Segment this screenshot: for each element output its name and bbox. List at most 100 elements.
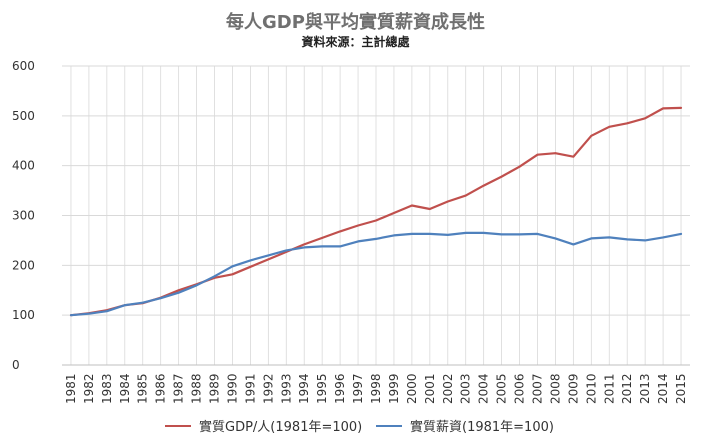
x-tick-label: 2003 [459, 373, 473, 404]
x-tick-label: 2004 [477, 373, 491, 404]
x-tick-label: 2000 [405, 373, 419, 404]
legend: 實質GDP/人(1981年=100) 實質薪資(1981年=100) [0, 416, 711, 436]
data-point-series-0 [428, 208, 431, 210]
data-point-series-0 [554, 152, 557, 155]
x-tick-label: 2015 [674, 373, 688, 404]
data-point-series-1 [195, 284, 198, 287]
y-tick-label: 300 [12, 209, 35, 223]
data-point-series-1 [123, 304, 126, 307]
y-tick-label: 400 [12, 159, 35, 173]
data-point-series-0 [662, 107, 664, 110]
x-tick-label: 1999 [387, 373, 401, 404]
data-point-series-1 [536, 233, 539, 235]
data-point-series-1 [231, 265, 234, 268]
data-point-series-1 [428, 233, 431, 235]
data-point-series-0 [231, 273, 234, 276]
data-point-series-1 [375, 238, 377, 240]
data-point-series-1 [446, 234, 449, 236]
data-point-series-1 [590, 237, 593, 240]
y-tick-label: 600 [12, 59, 35, 73]
x-tick-label: 1997 [351, 373, 365, 404]
y-tick-label: 500 [12, 109, 35, 123]
chart-title: 每人GDP與平均實質薪資成長性 [226, 12, 485, 33]
data-point-series-0 [321, 237, 324, 239]
data-point-series-1 [410, 233, 413, 235]
data-point-series-1 [644, 239, 647, 242]
data-point-series-1 [680, 233, 682, 235]
legend-label-wage: 實質薪資(1981年=100) [410, 420, 554, 435]
data-point-series-0 [626, 122, 629, 125]
x-tick-label: 1988 [190, 373, 204, 404]
x-tick-label: 2014 [656, 373, 670, 404]
x-tick-label: 1981 [64, 373, 78, 404]
data-point-series-0 [303, 243, 306, 246]
data-point-series-1 [554, 237, 557, 240]
x-tick-label: 1993 [279, 373, 293, 404]
data-point-series-1 [88, 312, 90, 315]
data-point-series-0 [518, 165, 521, 168]
data-point-series-1 [70, 314, 72, 317]
x-tick-label: 1996 [333, 373, 347, 404]
data-point-series-1 [662, 236, 664, 239]
data-point-series-0 [393, 212, 395, 214]
x-tick-label: 1987 [172, 373, 186, 404]
data-point-series-0 [339, 230, 342, 233]
data-point-series-0 [536, 153, 539, 156]
data-point-series-1 [464, 232, 467, 234]
data-point-series-1 [518, 233, 521, 236]
x-tick-label: 1992 [261, 373, 275, 404]
data-point-series-1 [303, 246, 306, 249]
x-tick-label: 2010 [584, 373, 598, 404]
x-tick-label: 1982 [82, 373, 96, 404]
x-tick-label: 1991 [243, 373, 257, 404]
y-tick-label: 0 [12, 358, 20, 372]
data-point-series-1 [321, 245, 324, 248]
data-point-series-1 [177, 291, 180, 294]
x-tick-label: 2008 [548, 373, 562, 404]
data-point-series-0 [500, 175, 503, 178]
x-tick-label: 2002 [441, 373, 455, 404]
data-point-series-1 [572, 243, 575, 246]
data-point-series-1 [339, 245, 342, 248]
x-tick-label: 2011 [602, 373, 616, 404]
x-tick-label: 1983 [100, 373, 114, 404]
x-tick-label: 2006 [513, 373, 527, 404]
data-point-series-0 [464, 194, 467, 197]
data-point-series-0 [446, 200, 449, 203]
data-point-series-0 [375, 219, 377, 222]
x-tick-label: 2009 [566, 373, 580, 404]
x-tick-label: 2012 [620, 373, 634, 404]
data-point-series-1 [213, 275, 216, 278]
x-tick-label: 2013 [638, 373, 652, 404]
x-tick-label: 2001 [423, 373, 437, 404]
data-point-series-1 [267, 254, 270, 257]
x-tick-label: 1990 [225, 373, 239, 404]
data-point-series-0 [680, 106, 682, 109]
data-point-series-1 [393, 234, 395, 237]
y-tick-label: 200 [12, 258, 35, 272]
legend-swatch-gdp [165, 424, 191, 427]
data-point-series-1 [159, 297, 162, 300]
data-point-series-0 [410, 204, 413, 207]
chart-subtitle: 資料來源：主計總處 [301, 35, 410, 49]
data-point-series-1 [285, 249, 288, 252]
data-point-series-0 [572, 155, 575, 158]
data-point-series-0 [267, 258, 270, 261]
x-tick-label: 1995 [315, 373, 329, 404]
data-point-series-1 [141, 301, 144, 304]
data-point-series-0 [644, 117, 647, 120]
data-point-series-1 [608, 236, 611, 239]
data-point-series-0 [249, 265, 252, 268]
x-tick-label: 1994 [297, 373, 311, 404]
data-point-series-1 [500, 233, 503, 236]
legend-item-wage: 實質薪資(1981年=100) [376, 416, 554, 435]
data-point-series-1 [357, 240, 359, 243]
data-point-series-1 [626, 238, 629, 241]
data-point-series-0 [177, 289, 180, 292]
data-point-series-0 [590, 134, 593, 137]
x-tick-label: 1984 [118, 373, 132, 404]
data-point-series-0 [608, 125, 611, 128]
data-point-series-1 [482, 232, 485, 234]
